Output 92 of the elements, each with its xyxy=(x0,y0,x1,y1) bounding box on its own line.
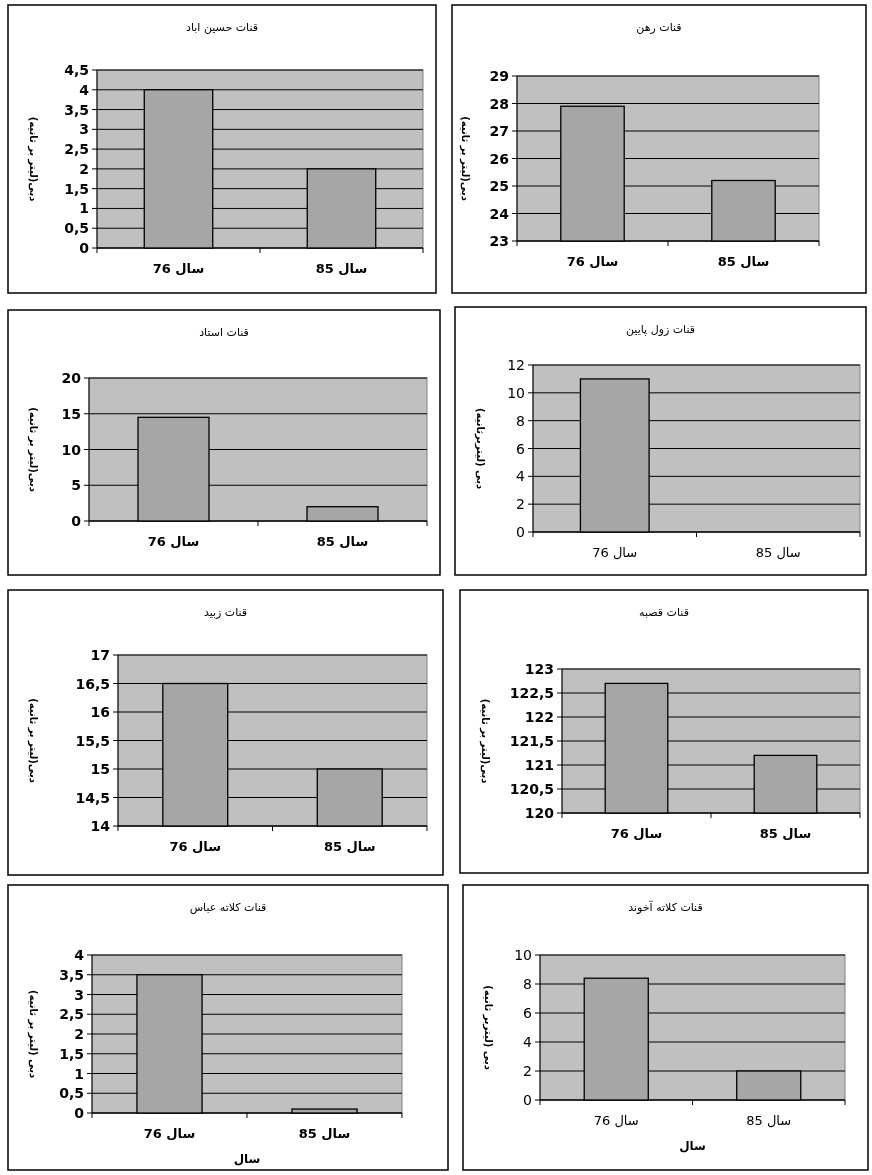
x-tick-label: سال 85 xyxy=(323,839,376,854)
chart-title: قنات قصبه xyxy=(639,606,689,619)
y-tick-label: 3 xyxy=(74,986,84,1003)
x-tick-label: سال 76 xyxy=(566,254,619,269)
y-tick-label: 29 xyxy=(489,68,509,84)
y-tick-label: 4 xyxy=(79,81,90,98)
x-tick-label: سال 76 xyxy=(592,545,638,560)
y-tick-label: 12 xyxy=(507,357,525,373)
y-tick-label: 23 xyxy=(489,233,509,249)
x-tick-label: سال 85 xyxy=(746,1113,792,1128)
y-tick-label: 14 xyxy=(90,818,111,834)
y-tick-label: 120,5 xyxy=(509,781,554,797)
y-tick-label: 8 xyxy=(516,412,525,429)
y-tick-label: 0 xyxy=(79,240,90,256)
y-tick-label: 15 xyxy=(90,761,110,777)
y-tick-label: 17 xyxy=(90,647,110,663)
y-tick-label: 16,5 xyxy=(75,675,110,692)
y-tick-label: 122,5 xyxy=(509,685,554,701)
y-axis-title: دبی (لیتربرثانیه) xyxy=(474,407,486,490)
y-tick-label: 2,5 xyxy=(59,1006,84,1023)
x-tick-label: سال 76 xyxy=(147,534,200,549)
y-tick-label: 121,5 xyxy=(509,733,554,749)
y-tick-label: 5 xyxy=(71,477,81,494)
y-tick-label: 8 xyxy=(523,976,532,992)
y-tick-label: 120 xyxy=(524,805,555,821)
x-tick-label: سال 85 xyxy=(315,261,368,276)
y-tick-label: 15 xyxy=(61,405,81,422)
x-axis-title: سال xyxy=(233,1152,261,1166)
y-tick-label: 1 xyxy=(79,200,89,217)
x-tick-label: سال 85 xyxy=(755,545,801,560)
y-axis-title: دبی (لیتربر ثانیه) xyxy=(482,985,494,1070)
y-tick-label: 24 xyxy=(489,205,510,222)
y-axis-title: دبی (لیتر بر ثانیه) xyxy=(27,989,39,1079)
y-tick-label: 0 xyxy=(71,513,82,529)
y-tick-label: 3,5 xyxy=(64,101,89,118)
y-tick-label: 4 xyxy=(74,947,85,963)
y-tick-label: 2 xyxy=(523,1063,532,1079)
y-tick-label: 2,5 xyxy=(64,141,89,158)
chart-title: قنات زول پایین xyxy=(625,323,696,336)
y-tick-label: 6 xyxy=(516,440,526,457)
x-tick-label: سال 85 xyxy=(298,1126,351,1141)
y-tick-label: 26 xyxy=(489,150,509,167)
chart-title: قنات زبید xyxy=(203,606,248,619)
y-tick-label: 2 xyxy=(74,1026,84,1042)
y-tick-label: 0,5 xyxy=(59,1085,84,1102)
y-tick-label: 0 xyxy=(516,524,525,540)
y-tick-label: 1,5 xyxy=(59,1045,84,1062)
y-tick-label: 6 xyxy=(523,1005,533,1021)
y-tick-label: 3 xyxy=(79,121,89,138)
y-tick-label: 10 xyxy=(507,384,525,401)
y-tick-label: 4,5 xyxy=(64,62,89,78)
x-tick-label: سال 76 xyxy=(610,826,663,841)
y-tick-label: 0 xyxy=(74,1105,85,1121)
y-tick-label: 2 xyxy=(516,496,525,513)
y-tick-label: 28 xyxy=(489,95,509,112)
y-tick-label: 1,5 xyxy=(64,180,89,197)
y-tick-label: 122 xyxy=(524,709,554,725)
y-tick-label: 14,5 xyxy=(75,789,110,806)
y-tick-label: 1 xyxy=(74,1065,84,1082)
y-tick-label: 2 xyxy=(79,160,89,177)
x-tick-label: سال 76 xyxy=(143,1126,196,1141)
y-tick-label: 0 xyxy=(523,1092,532,1108)
y-axis-title: دبی(لیتر بر ثانیه) xyxy=(27,407,39,492)
chart-title: قنات کلاته آخوند xyxy=(628,900,703,914)
chart-title: قنات استاد xyxy=(199,326,249,339)
y-axis-title: دبی(لیتر بر ثانیه) xyxy=(27,698,39,783)
y-tick-label: 10 xyxy=(61,441,82,458)
y-tick-label: 25 xyxy=(489,178,509,194)
x-tick-label: سال 85 xyxy=(316,534,369,549)
x-axis-title: سال xyxy=(679,1139,706,1153)
x-tick-label: سال 76 xyxy=(593,1113,639,1128)
y-axis-title: دبی(لیتر بر ثانیه) xyxy=(27,116,39,202)
y-tick-label: 27 xyxy=(489,123,509,139)
y-tick-label: 10 xyxy=(514,947,532,963)
y-tick-label: 15,5 xyxy=(75,732,110,749)
y-tick-label: 123 xyxy=(524,661,554,677)
y-tick-label: 4 xyxy=(523,1034,533,1050)
y-axis-title: دبی(لیتر بر ثانیه) xyxy=(479,698,491,784)
x-tick-label: سال 76 xyxy=(152,261,205,276)
chart-title: قنات کلاته عباس xyxy=(189,901,267,914)
chart-title: قنات حسین اباد xyxy=(186,21,258,34)
y-tick-label: 0,5 xyxy=(64,220,89,237)
x-tick-label: سال 85 xyxy=(717,254,770,269)
chart-title: قنات رهن xyxy=(636,21,682,34)
y-tick-label: 16 xyxy=(90,704,110,720)
y-tick-label: 4 xyxy=(516,468,526,485)
y-axis-title: دبی(لیتر بر ثانیه) xyxy=(459,116,471,201)
x-tick-label: سال 76 xyxy=(169,839,222,854)
x-tick-label: سال 85 xyxy=(759,826,812,841)
y-tick-label: 3,5 xyxy=(59,966,84,983)
y-tick-label: 20 xyxy=(61,370,82,386)
y-tick-label: 121 xyxy=(524,757,554,773)
